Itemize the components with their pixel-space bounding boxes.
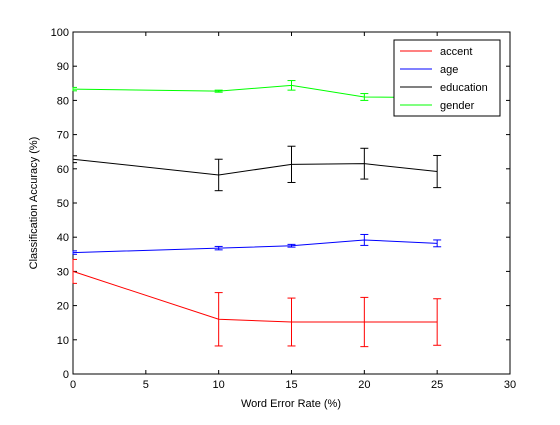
- error-bar: [214, 245, 223, 251]
- x-tick-label: 25: [431, 379, 443, 391]
- y-axis-title: Classification Accuracy (%): [28, 137, 40, 270]
- legend-label: gender: [440, 100, 475, 112]
- error-bar: [360, 233, 369, 246]
- x-tick-label: 10: [213, 379, 225, 391]
- series-accent: [72, 258, 442, 348]
- error-bar: [72, 250, 77, 255]
- y-tick-label: 40: [57, 232, 69, 244]
- error-bar: [433, 298, 442, 346]
- error-bar: [287, 145, 296, 183]
- y-tick-label: 50: [57, 198, 69, 210]
- legend-item-age: age: [400, 64, 458, 76]
- y-tick-label: 20: [57, 301, 69, 313]
- y-tick-label: 30: [57, 266, 69, 278]
- error-bar: [287, 297, 296, 347]
- legend-label: education: [440, 82, 488, 94]
- legend-label: age: [440, 64, 458, 76]
- legend-box: [393, 39, 501, 117]
- y-tick-label: 60: [57, 164, 69, 176]
- series-age: [72, 233, 442, 255]
- x-tick-label: 0: [70, 379, 76, 391]
- error-bar: [72, 86, 77, 92]
- legend-item-education: education: [400, 82, 488, 94]
- legend-item-accent: accent: [400, 46, 472, 58]
- y-tick-label: 10: [57, 335, 69, 347]
- legend: accent age education gender: [393, 39, 501, 117]
- error-bar: [360, 147, 369, 180]
- x-tick-label: 15: [285, 379, 297, 391]
- error-bar: [214, 292, 223, 347]
- error-bar: [72, 155, 77, 164]
- error-bar: [287, 243, 296, 248]
- error-bar: [433, 239, 442, 248]
- error-bar: [72, 258, 77, 284]
- x-tick-label: 5: [143, 379, 149, 391]
- x-axis: 0 5 10 15 20 25 30: [70, 32, 516, 391]
- x-tick-label: 30: [504, 379, 516, 391]
- error-bar: [360, 296, 369, 348]
- error-bar: [214, 89, 223, 93]
- legend-label: accent: [440, 46, 472, 58]
- error-bar: [287, 80, 296, 91]
- y-tick-label: 0: [63, 369, 69, 381]
- y-tick-label: 90: [57, 61, 69, 73]
- error-bar: [360, 93, 369, 101]
- series-education: [72, 145, 442, 192]
- y-tick-label: 100: [51, 27, 69, 39]
- error-bar: [214, 158, 223, 192]
- error-bar: [433, 154, 442, 189]
- x-axis-title: Word Error Rate (%): [241, 398, 341, 410]
- y-tick-label: 70: [57, 130, 69, 142]
- series-layer: [72, 80, 442, 348]
- x-tick-label: 20: [358, 379, 370, 391]
- y-tick-label: 80: [57, 95, 69, 107]
- legend-item-gender: gender: [400, 100, 475, 112]
- y-axis: 0 10 20 30 40 50 60 70 80 90 100: [51, 27, 510, 381]
